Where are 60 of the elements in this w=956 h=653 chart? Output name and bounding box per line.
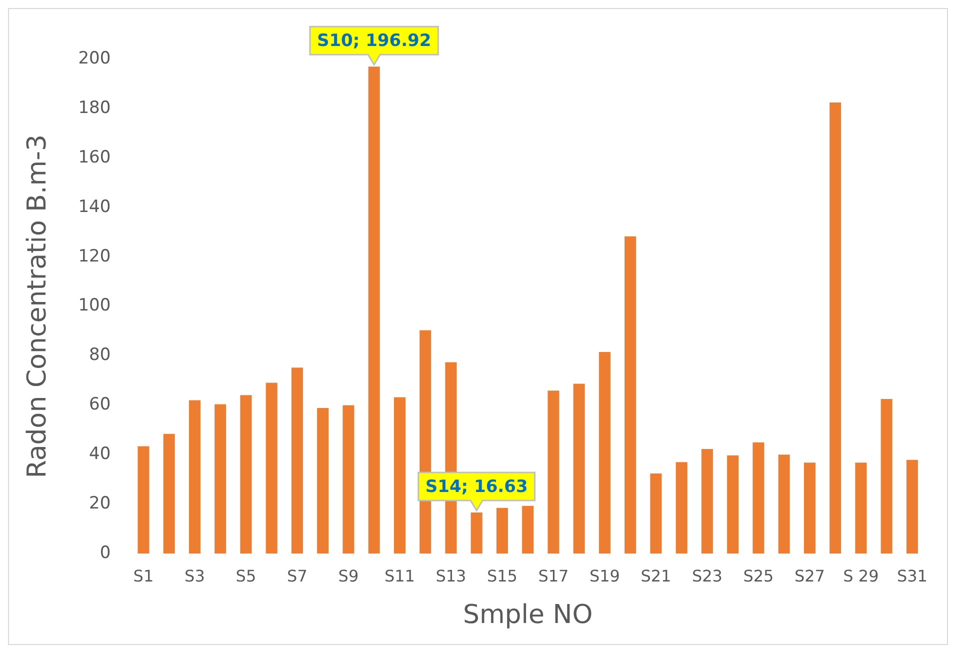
x-tick-label: S1	[133, 566, 154, 586]
x-axis-title: Smple NO	[462, 600, 593, 630]
bar	[880, 399, 892, 554]
x-tick-label: S27	[794, 566, 825, 586]
y-tick-label: 180	[78, 98, 111, 118]
bar	[342, 405, 354, 554]
bar	[676, 462, 688, 554]
x-tick-label: S13	[436, 566, 466, 586]
bar	[214, 404, 226, 554]
x-tick-label: S7	[287, 566, 308, 586]
bar	[394, 397, 406, 554]
bar	[727, 455, 739, 554]
y-tick-label: 0	[100, 543, 111, 564]
y-tick-label: 40	[89, 444, 111, 464]
bar	[317, 408, 329, 554]
bar	[522, 506, 534, 554]
x-tick-label: S17	[538, 566, 569, 586]
bar	[778, 454, 790, 554]
bar	[752, 442, 764, 554]
bar	[240, 395, 252, 554]
data-label: S10; 196.92	[316, 31, 432, 52]
x-tick-label: S5	[236, 566, 256, 586]
bar	[906, 460, 918, 554]
y-tick-label: 20	[89, 494, 111, 514]
bar	[598, 352, 610, 554]
bar	[830, 102, 842, 554]
bar	[138, 446, 150, 554]
y-tick-label: 120	[78, 246, 111, 266]
y-tick-label: 60	[89, 394, 111, 415]
x-tick-label: S25	[743, 566, 774, 586]
bar	[266, 382, 278, 554]
bar	[470, 512, 482, 554]
x-tick-label: S21	[640, 566, 672, 586]
y-tick-label: 100	[78, 296, 111, 316]
bar	[701, 448, 713, 554]
x-tick-label: S19	[589, 566, 620, 586]
y-tick-label: 80	[89, 345, 111, 366]
bar	[291, 368, 303, 554]
y-axis-title: Radon Concentratio B.m-3	[22, 134, 52, 478]
bar	[163, 434, 175, 554]
x-tick-label: S31	[896, 566, 928, 586]
bar	[573, 384, 585, 554]
x-tick-label: S 29	[843, 566, 879, 586]
bar	[548, 390, 560, 554]
y-tick-label: 140	[78, 196, 111, 217]
bar	[624, 236, 636, 554]
x-tick-label: S11	[384, 566, 415, 586]
bar	[496, 508, 508, 554]
bar	[650, 473, 662, 554]
x-tick-label: S23	[692, 566, 722, 586]
x-tick-label: S9	[338, 566, 359, 586]
x-tick-label: S3	[184, 566, 205, 586]
x-tick-label: S15	[486, 566, 518, 586]
y-tick-label: 200	[78, 48, 111, 68]
bar	[855, 462, 867, 554]
bar	[368, 66, 380, 554]
bar	[188, 400, 200, 554]
y-tick-label: 160	[78, 147, 111, 168]
data-label: S14; 16.63	[425, 476, 528, 497]
bar	[804, 462, 816, 554]
